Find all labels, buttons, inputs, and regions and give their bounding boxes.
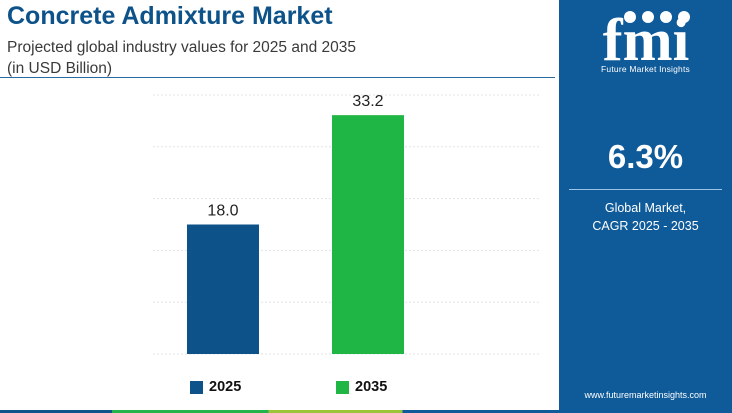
website-url[interactable]: www.futuremarketinsights.com — [584, 390, 707, 400]
bar-value-label-2025: 18.0 — [207, 203, 238, 220]
chart-title: Concrete Admixture Market — [7, 2, 333, 30]
bottom-color-strip — [0, 410, 559, 413]
cagr-label-line-2: CAGR 2025 - 2035 — [592, 219, 699, 233]
side-panel: fmi Future Market Insights 6.3% Global M… — [559, 0, 732, 413]
legend-item-2025: 2025 — [190, 378, 241, 396]
logo-tagline: Future Market Insights — [601, 64, 690, 74]
bar-value-label-2035: 33.2 — [352, 93, 383, 110]
header-divider — [0, 77, 555, 78]
legend-item-2035: 2035 — [336, 378, 387, 396]
cagr-label-line-1: Global Market, — [604, 201, 687, 215]
bar-2035 — [332, 115, 404, 355]
cagr-value: 6.3% — [607, 138, 684, 175]
panel-divider — [569, 189, 722, 190]
subtitle-line-1: Projected global industry values for 202… — [7, 39, 356, 56]
chart-subtitle: Projected global industry values for 202… — [7, 37, 356, 79]
bar-chart: 18.0 33.2 — [153, 93, 540, 355]
cagr-label: Global Market, CAGR 2025 - 2035 — [559, 199, 732, 235]
legend-label-2025: 2025 — [209, 379, 242, 395]
subtitle-line-2: (in USD Billion) — [7, 60, 113, 77]
fmi-logo: fmi — [603, 8, 690, 70]
legend-label-2035: 2035 — [355, 379, 388, 395]
legend-swatch-2035 — [336, 380, 349, 394]
bar-2025 — [187, 224, 259, 354]
legend-swatch-2025 — [190, 380, 203, 394]
